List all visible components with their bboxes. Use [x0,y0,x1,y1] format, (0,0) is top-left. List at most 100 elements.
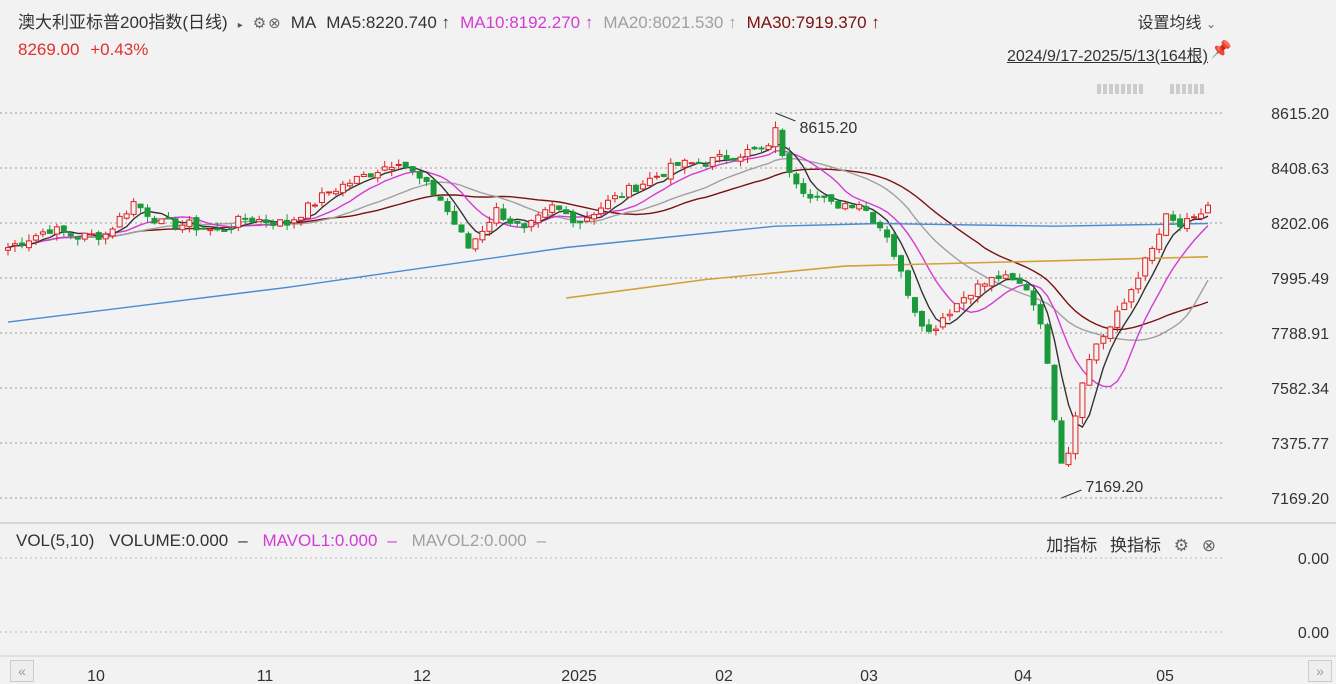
nav-dot [1097,84,1101,94]
candle-body [318,192,325,203]
ma-label: MA [290,13,317,32]
candle-body [870,212,877,224]
scroll-right-button[interactable]: » [1308,660,1332,682]
candle-body [381,166,388,171]
candle-body [772,127,779,148]
candle-body [186,219,193,228]
candle-body [151,217,158,224]
candle-body [702,164,709,167]
candle-body [1163,213,1170,236]
candle-body [388,166,395,170]
gear-icon[interactable]: ⚙ [1173,536,1190,555]
candle-body [646,177,653,187]
volume-header: VOL(5,10) VOLUME:0.000– MAVOL1:0.000– MA… [16,531,556,551]
ma10-value: MA10:8192.270 ↑ [460,13,594,32]
date-tick-label: 10 [87,668,105,684]
vol-label: VOL(5,10) [16,531,95,550]
switch-indicator-button[interactable]: 换指标 [1110,536,1162,555]
price-tick-label: 7995.49 [1271,271,1329,288]
candle-body [821,195,828,198]
candle-body [1016,277,1023,284]
gear-icon[interactable]: ⚙ [252,15,267,32]
candle-body [709,156,716,167]
candle-body [1044,324,1051,364]
nav-dots [1097,84,1204,94]
candle-body [263,219,270,224]
candle-body [444,201,451,213]
candle-body [39,231,46,235]
candle-body [988,277,995,287]
price-tick-label: 7375.77 [1271,436,1329,453]
extreme-annotations: 8615.20 7169.20 [775,112,1143,499]
candle-body [884,229,891,238]
candle-body [284,219,291,226]
candle-body [898,255,905,272]
pin-icon[interactable]: 📌 [1210,40,1232,59]
indicator-tools: 加指标 换指标 ⚙ ⊗ [1038,531,1216,556]
candle-body [793,173,800,185]
candle-body [1030,290,1037,306]
candle-body [430,179,437,196]
candle-body [1156,233,1163,250]
close-icon[interactable]: ⊗ [1201,536,1216,555]
ma-settings-label: 设置均线 [1137,15,1202,32]
price-change: +0.43% [90,40,149,59]
candle-body [918,310,925,327]
add-indicator-button[interactable]: 加指标 [1046,536,1098,555]
candle-body [81,232,88,240]
candle-body [911,297,918,313]
candle-body [507,218,514,224]
candle-body [765,145,772,150]
candle-body [542,209,549,218]
candle-body [618,196,625,199]
scroll-left-button[interactable]: « [10,660,34,682]
date-axis-labels: 10 11 12 2025 02 03 04 05 [87,668,1174,684]
candle-body [995,275,1002,280]
candle-body [402,161,409,168]
candle-body [1170,214,1177,221]
nav-dot [1127,84,1131,94]
candle-body [1107,326,1114,339]
nav-dot [1133,84,1137,94]
candle-body [472,238,479,250]
candle-body [535,214,542,224]
chart-title[interactable]: 澳大利亚标普200指数(日线) [18,13,228,32]
candle-body [1128,289,1135,303]
candle-body [744,148,751,158]
date-tick-label: 03 [860,668,878,684]
candle-body [360,173,367,177]
candle-body [1114,310,1121,328]
candle-body [137,203,144,209]
candle-body [221,229,228,232]
ma30-line [7,168,1209,331]
candle-body [74,236,81,240]
candle-body [981,283,988,287]
date-tick-label: 04 [1014,668,1032,684]
ma20-value: MA20:8021.530 ↑ [603,13,737,32]
date-tick-label: 12 [413,668,431,684]
candle-body [423,177,430,182]
candle-body [835,201,842,209]
date-range[interactable]: 2024/9/17-2025/5/13(164根) [1006,48,1208,65]
candle-body [549,204,556,213]
nav-dot [1103,84,1107,94]
candle-body [214,228,221,231]
close-icon[interactable]: ⊗ [268,15,281,32]
candle-body [905,270,911,296]
last-price: 8269.00 [18,40,80,59]
price-tick-label: 8408.63 [1271,161,1329,178]
candle-body [786,153,793,173]
volume-value: VOLUME:0.000 [109,531,229,550]
candle-body [53,226,60,235]
candle-body [437,196,444,201]
price-tick-label: 8202.06 [1271,216,1329,233]
date-tick-label: 2025 [561,668,597,684]
ma-settings-button[interactable]: 设置均线 ⌄ [1137,9,1216,33]
candle-body [688,162,695,165]
candle-body [123,213,130,219]
candle-body [1142,257,1149,277]
candle-body [25,240,32,249]
candle-body [842,203,849,210]
caret-right-icon[interactable]: ▸ [237,20,243,31]
